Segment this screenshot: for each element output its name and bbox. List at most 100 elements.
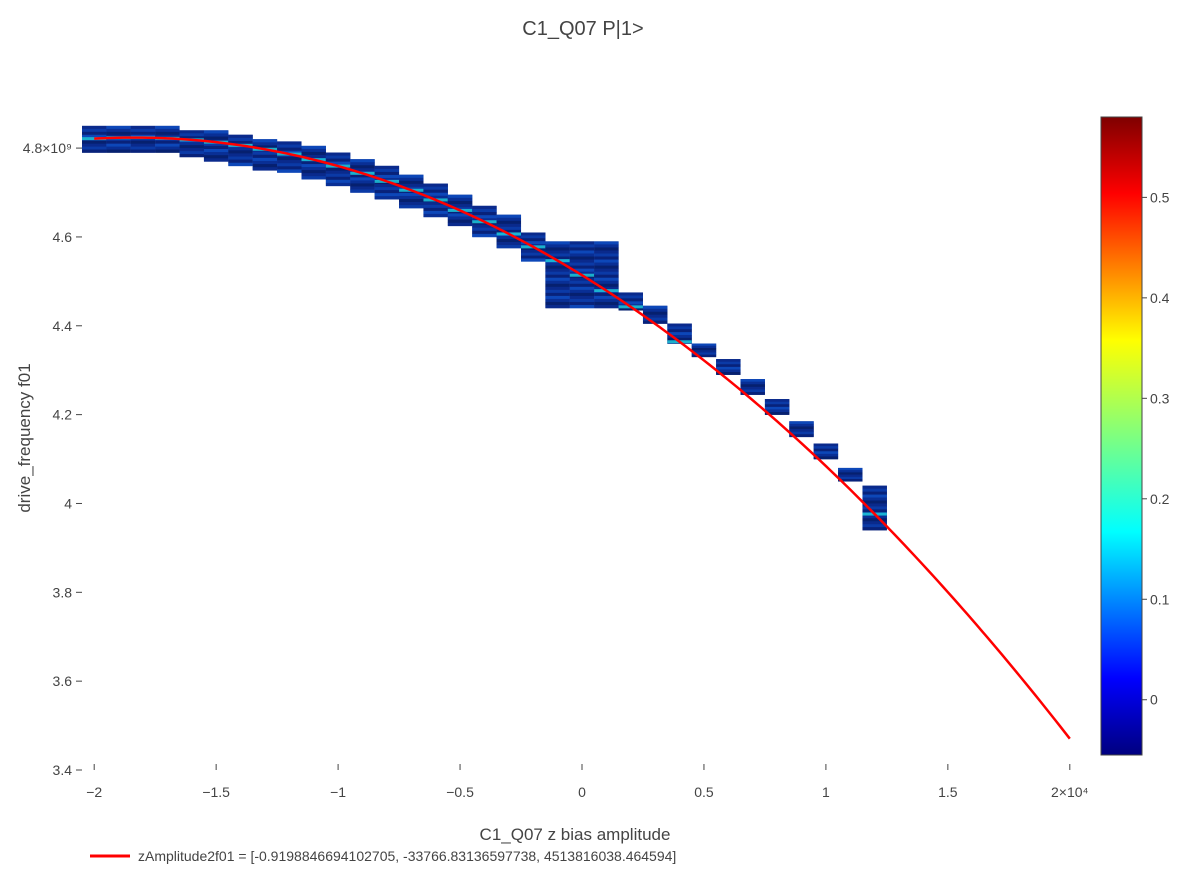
heatmap-stripe: [545, 295, 570, 300]
heatmap-stripe: [545, 241, 570, 245]
heatmap-stripe: [82, 125, 107, 130]
heatmap-stripe: [594, 271, 619, 275]
heatmap-stripe: [838, 467, 863, 471]
heatmap-stripe: [472, 212, 497, 216]
heatmap-block: [203, 130, 229, 162]
colorbar-tick-label: 0.5: [1150, 189, 1170, 205]
heatmap-stripe: [447, 213, 473, 217]
legend[interactable]: zAmplitude2f01 = [-0.9198846694102705, -…: [90, 848, 676, 864]
heatmap-stripe: [252, 154, 278, 159]
heatmap-stripe: [545, 256, 570, 260]
heatmap-stripe: [301, 164, 326, 168]
heatmap-stripe: [667, 337, 692, 341]
heatmap-stripe: [521, 249, 546, 254]
heatmap-stripe: [106, 125, 131, 130]
heatmap-stripe: [179, 148, 204, 152]
heatmap-stripe: [179, 142, 204, 146]
heatmap-stripe: [301, 154, 326, 159]
heatmap-stripe: [155, 146, 180, 150]
heatmap-stripe: [545, 301, 570, 306]
heatmap-stripe: [545, 280, 570, 285]
heatmap-stripe: [423, 186, 448, 190]
heatmap-stripe: [350, 180, 375, 184]
heatmap-stripe: [838, 479, 863, 482]
heatmap-stripe: [203, 133, 229, 137]
heatmap-stripe: [691, 343, 717, 347]
heatmap-stripe: [789, 434, 814, 438]
heatmap-stripe: [301, 161, 326, 165]
heatmap-stripe: [569, 289, 595, 294]
fit-layer: [94, 136, 1071, 740]
colorbar: 0 0.1 0.2 0.3 0.4 0.5: [1100, 116, 1170, 756]
heatmap-stripe: [521, 235, 546, 239]
heatmap-block: [740, 379, 765, 395]
heatmap-stripe: [496, 229, 522, 234]
heatmap-stripe: [862, 515, 887, 519]
heatmap-stripe: [691, 352, 717, 355]
heatmap-stripe: [252, 142, 278, 146]
heatmap-stripe: [521, 255, 546, 259]
heatmap-stripe: [594, 256, 619, 260]
heatmap-stripe: [862, 509, 887, 513]
heatmap-stripe: [423, 183, 448, 187]
heatmap-stripe: [472, 218, 497, 222]
heatmap-stripe: [301, 151, 326, 156]
heatmap-stripe: [667, 323, 692, 327]
heatmap-stripe: [594, 292, 619, 297]
heatmap-stripe: [350, 162, 375, 166]
heatmap-stripe: [691, 345, 717, 349]
heatmap-stripe: [301, 170, 326, 174]
heatmap-stripe: [325, 167, 351, 172]
heatmap-stripe: [594, 250, 619, 254]
heatmap-stripe: [325, 158, 351, 162]
heatmap-stripe: [569, 262, 595, 266]
heatmap-stripe: [350, 168, 375, 172]
heatmap-stripe: [374, 168, 400, 173]
heatmap-stripe: [399, 195, 424, 200]
x-tick-label: 2×10⁴: [1051, 784, 1089, 800]
fit-line: [94, 136, 1071, 740]
heatmap-stripe: [277, 153, 302, 158]
heatmap-stripe: [203, 152, 229, 156]
heatmap-stripe: [569, 301, 595, 306]
heatmap-stripe: [252, 167, 278, 171]
heatmap-stripe: [642, 311, 668, 315]
heatmap-stripe: [569, 283, 595, 288]
y-tick-label: 3.4: [53, 762, 73, 778]
heatmap-stripe: [569, 268, 595, 272]
heatmap-stripe: [862, 524, 887, 528]
heatmap-stripe: [496, 238, 522, 243]
heatmap-stripe: [472, 208, 497, 213]
heatmap-stripe: [399, 186, 424, 191]
heatmap-stripe: [130, 143, 156, 147]
heatmap-stripe: [545, 304, 570, 309]
heatmap-stripe: [472, 230, 497, 235]
x-tick-label: −2: [86, 784, 102, 800]
heatmap-stripe: [374, 177, 400, 182]
heatmap-stripe: [594, 304, 619, 309]
heatmap-stripe: [862, 491, 887, 495]
heatmap-stripe: [130, 131, 156, 136]
heatmap-stripe: [374, 174, 400, 179]
heatmap-stripe: [594, 301, 619, 306]
heatmap-stripe: [569, 292, 595, 297]
colorbar-tick-label: 0.2: [1150, 491, 1170, 507]
heatmap-stripe: [228, 140, 253, 145]
heatmap-stripe: [350, 159, 375, 163]
heatmap-stripe: [594, 259, 619, 263]
heatmap-stripe: [521, 252, 546, 256]
heatmap-stripe: [447, 207, 473, 211]
heatmap-stripe: [667, 334, 692, 339]
heatmap-stripe: [399, 198, 424, 203]
heatmap-stripe: [203, 155, 229, 159]
heatmap-block: [691, 343, 717, 358]
y-tick-label: 4.4: [53, 318, 73, 334]
heatmap-stripe: [130, 125, 156, 130]
heatmap-block: [838, 467, 863, 482]
heatmap-stripe: [594, 295, 619, 300]
heatmap-stripe: [423, 207, 448, 212]
heatmap-stripe: [642, 314, 668, 318]
heatmap-stripe: [277, 160, 302, 164]
x-tick-label: 0.5: [694, 784, 714, 800]
